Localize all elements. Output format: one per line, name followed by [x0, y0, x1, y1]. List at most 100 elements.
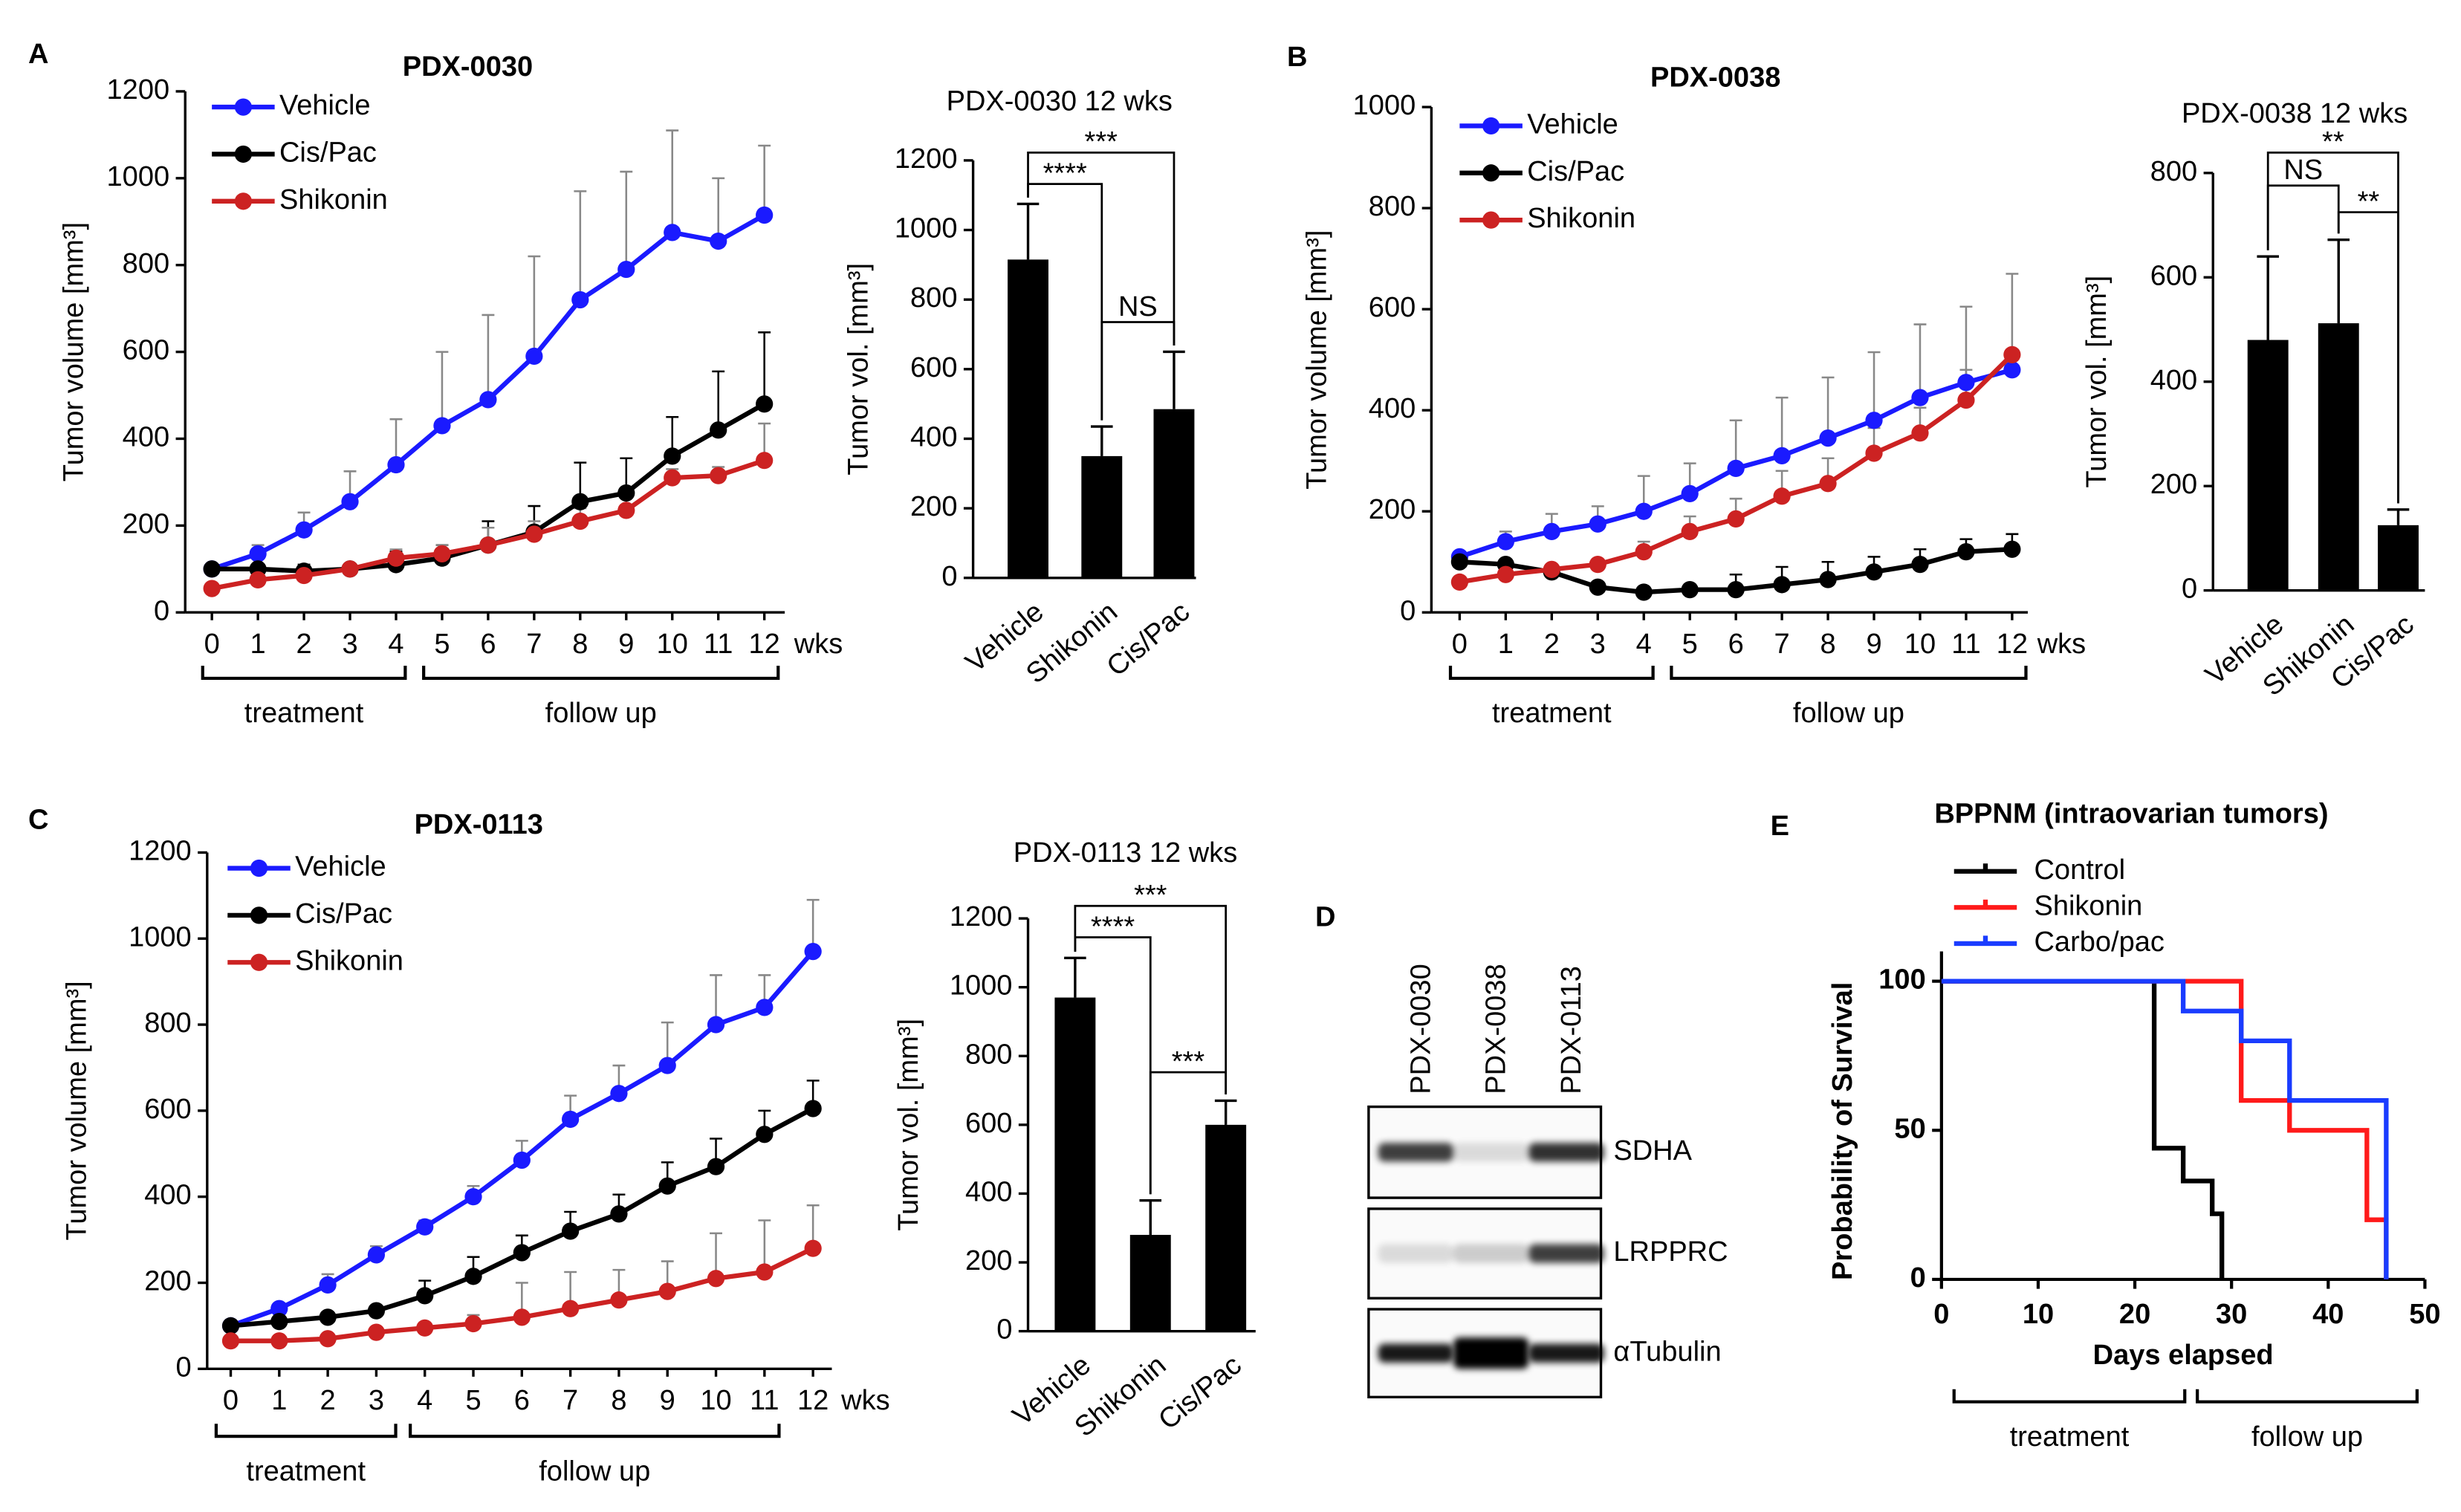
error-bar	[666, 129, 679, 233]
data-point	[479, 536, 497, 554]
data-point	[319, 1276, 337, 1294]
blot-band	[1528, 1343, 1604, 1363]
error-bar	[620, 170, 633, 270]
legend-label: Vehicle	[1527, 108, 1618, 140]
chart-title: PDX-0030 12 wks	[947, 85, 1173, 117]
data-point	[610, 1291, 628, 1309]
data-point	[2003, 540, 2021, 558]
y-tick-label: 400	[1369, 393, 1416, 424]
y-tick-label: 600	[965, 1108, 1012, 1139]
significance-bracket	[1027, 183, 1103, 421]
legend-marker	[1482, 164, 1500, 182]
data-point	[464, 1268, 482, 1285]
x-unit: wks	[794, 629, 843, 660]
panel-letter: A	[28, 39, 48, 70]
phase-bracket	[1952, 1389, 2187, 1404]
data-point	[1635, 542, 1653, 561]
x-tick-label: 3	[369, 1385, 384, 1416]
data-point	[295, 521, 313, 539]
legend-marker	[234, 192, 253, 210]
chart-title: PDX-0038	[1650, 62, 1780, 94]
chart-title: BPPNM (intraovarian tumors)	[1934, 798, 2328, 829]
data-point	[1911, 389, 1929, 406]
data-point	[1865, 412, 1883, 429]
legend-marker	[1482, 211, 1500, 229]
y-tick-label: 600	[1369, 292, 1416, 323]
data-point	[416, 1218, 434, 1236]
y-tick-label: 0	[941, 561, 957, 592]
bar	[1129, 1235, 1171, 1331]
data-point	[221, 1317, 240, 1335]
significance-bracket	[1100, 321, 1176, 421]
x-tick-label: 9	[660, 1385, 675, 1416]
error-bar	[1913, 323, 1927, 398]
x-tick-label: 12	[1997, 629, 2028, 660]
x-tick-label: 11	[1951, 629, 1980, 660]
significance-label: ***	[1134, 880, 1167, 911]
x-tick-label: 6	[514, 1385, 530, 1416]
data-point	[1911, 424, 1929, 442]
data-point	[571, 291, 589, 309]
data-point	[525, 525, 543, 543]
error-bar	[1091, 425, 1113, 456]
data-point	[1497, 533, 1514, 551]
y-tick-label: 1200	[950, 901, 1013, 932]
y-tick-label: 400	[2150, 365, 2197, 396]
data-point	[270, 1300, 288, 1317]
survival-curve	[1941, 979, 2225, 1279]
y-tick-label: 400	[910, 422, 957, 453]
phase-bracket	[2196, 1389, 2419, 1404]
y-tick-label: 0	[176, 1352, 192, 1383]
blot-band	[1453, 1244, 1529, 1263]
y-tick-label: 200	[910, 491, 957, 522]
panel-letter: D	[1315, 902, 1335, 933]
x-tick-label: 2	[1544, 629, 1560, 660]
data-point	[804, 942, 822, 961]
y-tick-label: 1200	[107, 74, 170, 106]
phase-label: follow up	[545, 698, 657, 729]
data-point	[367, 1246, 386, 1264]
data-point	[416, 1319, 434, 1337]
legend-label: Control	[2034, 854, 2125, 886]
data-point	[2003, 361, 2021, 379]
data-point	[804, 1100, 822, 1117]
y-axis-label: Tumor volume [mm³]	[1301, 230, 1332, 490]
x-tick-label: 12	[749, 629, 780, 660]
y-tick-label: 600	[2150, 260, 2197, 291]
x-tick-label: 11	[704, 629, 733, 660]
y-tick-label: 1000	[950, 970, 1013, 1002]
y-tick-label: 0	[154, 595, 169, 626]
legend-marker	[250, 859, 268, 877]
significance-bracket	[2337, 211, 2399, 504]
phase-bracket	[214, 1424, 398, 1438]
data-point	[367, 1323, 386, 1341]
significance-bracket	[1074, 904, 1228, 1095]
phase-label: follow up	[1793, 698, 1904, 729]
data-point	[617, 502, 635, 519]
error-bar	[435, 351, 449, 426]
protein-label: αTubulin	[1613, 1336, 1721, 1367]
chart-title: PDX-0113 12 wks	[1014, 837, 1237, 869]
survival-curve	[1941, 979, 2389, 1279]
significance-label: NS	[1118, 291, 1158, 322]
data-point	[756, 395, 774, 413]
phase-label: treatment	[1492, 698, 1612, 729]
data-point	[756, 206, 774, 224]
x-tick-label: 7	[562, 1385, 578, 1416]
data-point	[1589, 515, 1606, 533]
legend-marker	[250, 953, 268, 971]
x-tick-label: 9	[618, 629, 634, 660]
data-point	[1589, 555, 1606, 574]
data-point	[295, 566, 313, 585]
x-tick-label: 10	[1904, 629, 1936, 660]
data-point	[804, 1239, 822, 1257]
x-tick-label: 4	[417, 1385, 432, 1416]
data-point	[1543, 560, 1560, 579]
x-tick-label: 5	[1682, 629, 1698, 660]
data-point	[1727, 581, 1745, 599]
protein-label: SDHA	[1613, 1135, 1692, 1167]
y-tick-label: 100	[1878, 964, 1925, 996]
x-tick-label: 3	[1590, 629, 1606, 660]
y-tick-label: 800	[965, 1039, 1012, 1070]
data-point	[1589, 578, 1606, 596]
